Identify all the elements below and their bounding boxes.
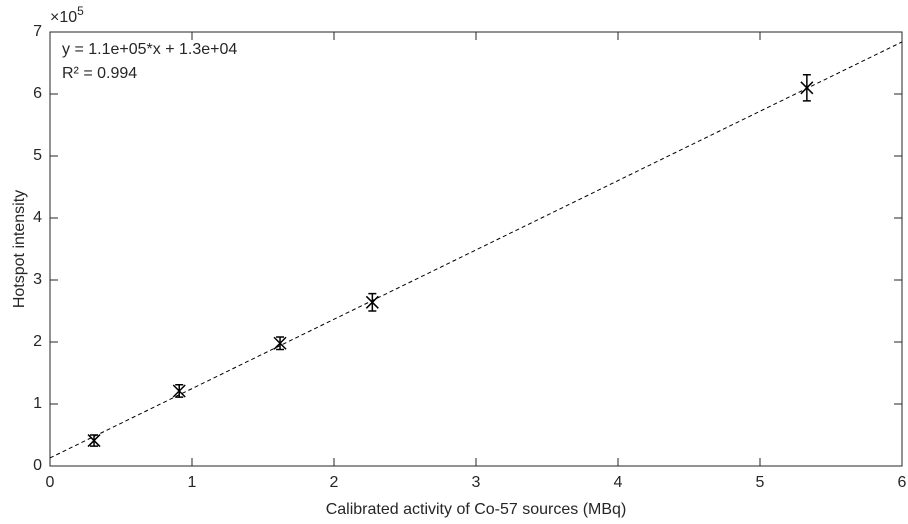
- x-tick-label: 6: [898, 474, 907, 491]
- x-axis-label: Calibrated activity of Co-57 sources (MB…: [326, 501, 627, 518]
- y-exponent: ×105: [50, 4, 84, 26]
- y-tick-label: 0: [33, 457, 42, 474]
- x-tick-label: 0: [46, 474, 55, 491]
- x-tick-label: 5: [756, 474, 765, 491]
- x-tick-label: 4: [614, 474, 623, 491]
- x-tick-label: 2: [330, 474, 339, 491]
- y-tick-label: 2: [33, 333, 42, 350]
- y-tick-label: 1: [33, 395, 42, 412]
- x-tick-label: 1: [188, 474, 197, 491]
- y-tick-label: 4: [33, 209, 42, 226]
- y-tick-label: 3: [33, 271, 42, 288]
- point: [365, 295, 379, 309]
- y-tick-label: 7: [33, 23, 42, 40]
- y-axis-label: Hotspot intensity: [11, 190, 28, 308]
- y-exponent-power: 5: [77, 4, 84, 18]
- point: [800, 81, 814, 95]
- y-tick-label: 5: [33, 147, 42, 164]
- point: [273, 336, 287, 350]
- annotation: y = 1.1e+05*x + 1.3e+04: [62, 41, 237, 58]
- y-exponent-base: ×10: [50, 9, 77, 26]
- y-tick-label: 6: [33, 85, 42, 102]
- point: [87, 434, 101, 448]
- point: [172, 384, 186, 398]
- x-tick-label: 3: [472, 474, 481, 491]
- annotation: R² = 0.994: [62, 65, 137, 82]
